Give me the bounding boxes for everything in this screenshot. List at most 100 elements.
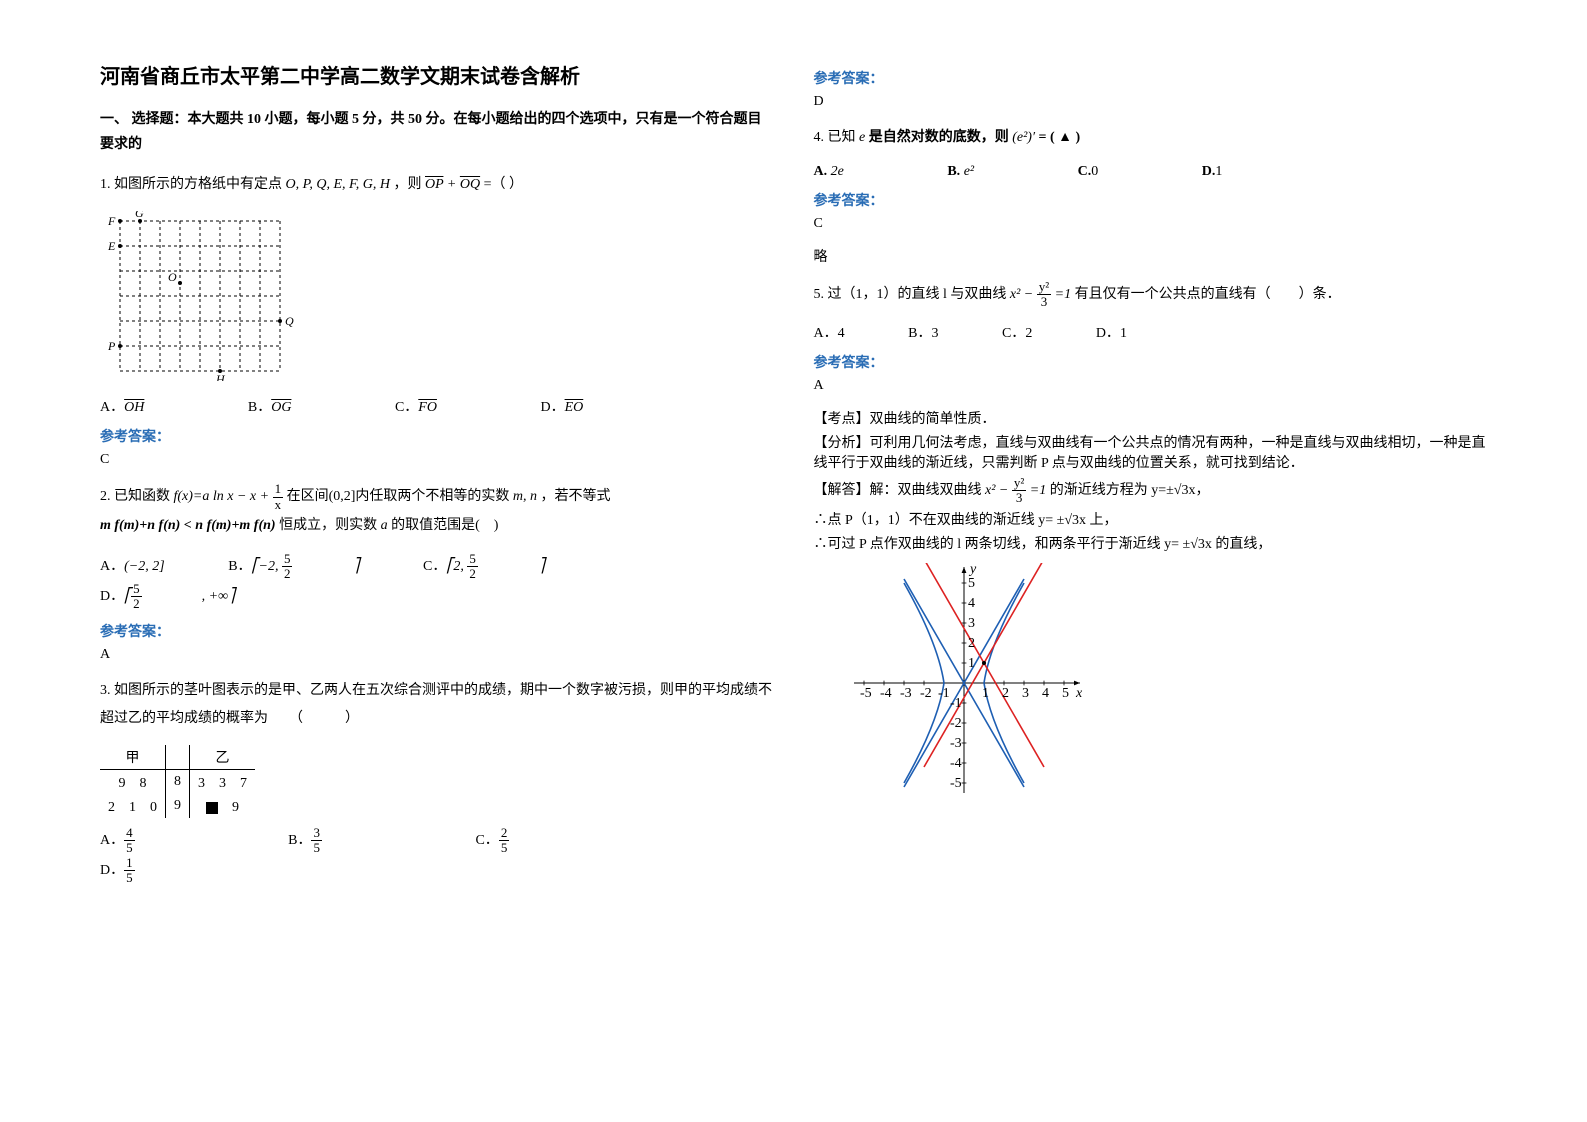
q3-c-d: 5 [499,841,510,855]
q5-eq-l: x² − [1010,287,1037,302]
q3-d-d: 5 [124,871,135,885]
q2-choices: A．(−2, 2] B．⎡−2, 52⎤ C．⎡2, 52⎤ D．⎡52, +∞… [100,552,774,611]
svg-text:F: F [107,214,116,228]
svg-text:Q: Q [285,314,294,328]
q5-eq2fn: y² [1012,476,1026,491]
q3-stem-leaf-table: 甲 乙 9 883 3 7 2 1 09 9 [100,745,255,818]
svg-text:4: 4 [968,596,975,611]
svg-text:-4: -4 [880,686,892,701]
q5-stem-a: 5. 过（1，1）的直线 l 与双曲线 [814,287,1007,302]
q4-expr: (e²)′ [1012,130,1035,145]
q4-stem-c: = ( ▲ ) [1039,130,1081,145]
q3-choices: A．45 B．35 C．25 D．15 [100,826,774,885]
q1-choice-c: FO [418,400,437,416]
answer-label: 参考答案： [814,190,1488,210]
svg-text:G: G [135,211,144,220]
q3-b-d: 5 [311,841,322,855]
q4-choice-c: 0 [1091,164,1098,180]
q1-stem-c: ，则 [394,177,422,192]
table-cell: 9 8 [100,770,166,795]
q1-stem-a: 1. 如图所示的方格纸中有定点 [100,177,282,192]
q1-answer: C [100,452,774,468]
q5-eq-fd: 3 [1037,295,1051,309]
q5-eq2fd: 3 [1012,491,1026,505]
answer-label: 参考答案： [814,68,1488,88]
svg-text:-4: -4 [950,756,962,771]
q5-choice-b: 3 [931,326,938,342]
q3-th-stem [166,745,190,770]
svg-text:5: 5 [968,576,975,591]
svg-text:-3: -3 [900,686,912,701]
q2-choice-a: (−2, 2] [124,559,165,575]
svg-text:P: P [107,339,116,353]
q2-stem-b: 在区间(0,2]内任取两个不相等的实数 [287,489,510,504]
q4-choices: A. 2e B. e² C.0 D.1 [814,164,1488,180]
q4-note: 略 [814,246,1488,266]
svg-text:3: 3 [968,616,975,631]
svg-text:-5: -5 [860,686,872,701]
q2-choice-d: ⎡52, +∞⎤ [124,582,235,612]
q1-grid-figure: F G E O Q P H [100,211,774,386]
q3-th-yi: 乙 [190,745,256,770]
q4-answer: C [814,216,1488,232]
q5-eq2: x² − y²3 =1 [985,483,1046,498]
q5-jieda2: ∴点 P（1，1）不在双曲线的渐近线 y= ±√3x 上， [814,509,1488,529]
q3-d-n: 1 [124,856,135,871]
q2-stem-e: 的取值范围是( ) [391,518,498,533]
svg-text:H: H [215,372,226,381]
q2-frac-n: 1 [273,482,284,497]
q3-a-n: 4 [124,826,135,841]
svg-text:-2: -2 [920,686,932,701]
q4-choice-d: 1 [1215,164,1222,180]
q3-answer: D [814,94,1488,110]
q5-stem-b: 有且仅有一个公共点的直线有（ ）条． [1075,287,1341,302]
q5-eq: x² − y²3 =1 [1010,287,1071,302]
q1-points: O, P, Q, E, F, G, H [286,177,391,192]
q1-choice-a: OH [124,400,144,416]
answer-label: 参考答案： [100,621,774,641]
q1-choices: A．OH B．OG C．FO D．EO [100,396,774,416]
q2-stem-c: ，若不等式 [541,489,611,504]
page-title: 河南省商丘市太平第二中学高二数学文期末试卷含解析 [100,60,774,89]
table-cell: 2 1 0 [100,794,166,818]
q5-choice-a: 4 [838,326,845,342]
q1-choice-b: OG [271,400,291,416]
q5-jieda1: 【解答】解：双曲线双曲线 x² − y²3 =1 的渐近线方程为 y=±√3x， [814,476,1488,506]
q1-stem-d: =（ ） [484,177,523,192]
q4-choice-b: e² [964,164,974,180]
smudge-icon [206,802,218,814]
svg-text:-2: -2 [950,716,962,731]
svg-text:O: O [168,270,177,284]
table-cell: 9 [166,794,190,818]
q5-jieda1a: 【解答】解：双曲线双曲线 [814,483,982,498]
question-2: 2. 已知函数 f(x)=a ln x − x + 1x 在区间(0,2]内任取… [100,482,774,540]
q2-stem-d: 恒成立，则实数 [279,518,381,533]
q2-fx: f(x)=a ln x − x + [174,489,273,504]
q2-choice-c: ⎡2, 52⎤ [446,552,545,582]
q5-eq-fn: y² [1037,280,1051,295]
question-5: 5. 过（1，1）的直线 l 与双曲线 x² − y²3 =1 有且仅有一个公共… [814,280,1488,310]
svg-text:y: y [968,563,977,577]
q4-choice-a: 2e [831,164,844,180]
q5-eq-r: =1 [1051,287,1071,302]
q5-jieda3: ∴可过 P 点作双曲线的 l 两条切线，和两条平行于渐近线 y= ±√3x 的直… [814,533,1488,553]
answer-label: 参考答案： [100,426,774,446]
svg-text:4: 4 [1042,686,1049,701]
q4-stem-b: 是自然对数的底数，则 [869,130,1009,145]
svg-text:1: 1 [982,686,989,701]
q1-choice-d: EO [565,400,584,416]
svg-text:1: 1 [968,656,975,671]
svg-text:3: 3 [1022,686,1029,701]
q5-choice-d: 1 [1120,326,1127,342]
q2-stem-a: 2. 已知函数 [100,489,170,504]
q5-choice-c: 2 [1025,326,1032,342]
q2-ineq: m f(m)+n f(n) < n f(m)+m f(n) [100,518,276,533]
q3-c-n: 2 [499,826,510,841]
q4-e: e [859,130,865,145]
q5-jieda1b: 的渐近线方程为 y=±√3x， [1050,483,1210,498]
svg-text:x: x [1075,686,1083,701]
q5-fenxi: 【分析】可利用几何法考虑，直线与双曲线有一个公共点的情况有两种，一种是直线与双曲… [814,432,1488,472]
question-3: 3. 如图所示的茎叶图表示的是甲、乙两人在五次综合测评中的成绩，期中一个数字被污… [100,677,774,733]
table-cell: 3 3 7 [190,770,256,795]
q3-b-n: 3 [311,826,322,841]
